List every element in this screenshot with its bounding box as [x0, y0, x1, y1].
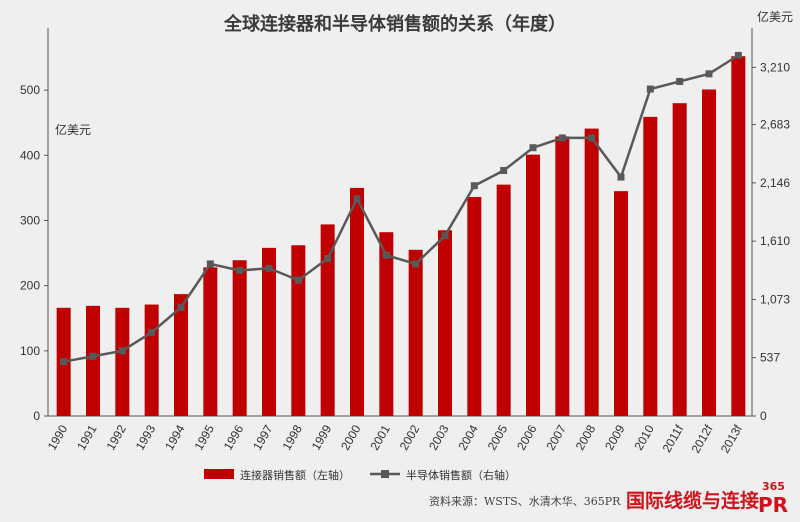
point-semiconductor-1990: [60, 358, 68, 366]
x-tick-label: 2004: [455, 422, 481, 452]
bar-connector-1995: [203, 267, 218, 416]
left-tick-label: 400: [20, 148, 40, 162]
right-tick-label: 2,146: [760, 176, 790, 190]
x-tick-label: 1998: [279, 422, 305, 452]
x-tick-label: 2008: [573, 422, 599, 452]
bar-connector-2008: [584, 128, 599, 416]
point-semiconductor-1995: [206, 260, 214, 268]
point-semiconductor-1992: [118, 347, 126, 355]
legend-swatch-connector: [204, 469, 234, 479]
left-tick-label: 500: [20, 83, 40, 97]
right-tick-label: 1,073: [760, 292, 790, 306]
point-semiconductor-2003: [441, 232, 449, 240]
legend-label-semiconductor: 半导体销售额（右轴）: [406, 468, 516, 482]
left-tick-label: 100: [20, 344, 40, 358]
logo-text: 国际线缆与连接: [626, 489, 759, 512]
point-semiconductor-2004: [470, 182, 478, 190]
bar-connector-2009: [614, 191, 628, 416]
point-semiconductor-2007: [558, 134, 566, 142]
point-semiconductor-1991: [89, 352, 97, 360]
x-tick-label: 2012f: [688, 422, 715, 456]
point-semiconductor-2013f: [734, 51, 742, 59]
point-semiconductor-2009: [617, 173, 625, 181]
x-tick-label: 2010: [631, 422, 657, 452]
right-tick-label: 2,683: [760, 118, 790, 132]
bar-connector-1999: [320, 224, 335, 416]
x-tick-label: 2013f: [718, 422, 745, 456]
x-tick-label: 1999: [309, 422, 335, 452]
x-tick-label: 1996: [221, 422, 247, 452]
right-axis-unit: 亿美元: [757, 9, 793, 24]
point-semiconductor-2006: [529, 144, 537, 152]
x-tick-label: 1993: [133, 422, 159, 452]
x-tick-label: 1990: [45, 422, 71, 452]
bar-connector-2007: [555, 136, 570, 416]
x-tick-label: 2002: [397, 422, 423, 452]
point-semiconductor-2001: [382, 251, 390, 259]
right-tick-label: 537: [760, 351, 780, 365]
point-semiconductor-1998: [294, 276, 302, 284]
x-tick-label: 2000: [338, 422, 364, 452]
x-tick-label: 1995: [191, 422, 217, 452]
x-tick-label: 2007: [543, 422, 569, 452]
left-tick-label: 300: [20, 213, 40, 227]
bar-connector-2001: [379, 232, 394, 416]
bar-connector-1992: [115, 307, 130, 416]
bar-connector-1998: [291, 245, 306, 416]
point-semiconductor-2002: [412, 260, 420, 268]
bar-connector-2012f: [702, 89, 716, 416]
legend-label-connector: 连接器销售额（左轴）: [240, 468, 350, 482]
point-semiconductor-1994: [177, 303, 185, 311]
bar-connector-2005: [496, 184, 511, 416]
semiconductor-line: [63, 54, 739, 363]
x-tick-label: 2011f: [660, 422, 687, 455]
x-tick-label: 2001: [367, 422, 393, 452]
left-tick-label: 200: [20, 279, 40, 293]
bar-connector-2013f: [731, 56, 746, 416]
point-semiconductor-1997: [265, 264, 273, 272]
x-tick-label: 1991: [74, 422, 100, 452]
x-tick-label: 2005: [485, 422, 511, 452]
x-tick-label: 2009: [602, 422, 628, 452]
bar-connector-1997: [262, 247, 276, 416]
bar-connector-1991: [86, 305, 100, 416]
bar-connector-2010: [643, 116, 658, 417]
point-semiconductor-1996: [236, 266, 244, 274]
bar-connector-2003: [438, 230, 452, 416]
point-semiconductor-1993: [148, 328, 156, 336]
right-tick-label: 1,610: [760, 234, 790, 248]
chart-legend: 连接器销售额（左轴） 半导体销售额（右轴）: [204, 468, 516, 482]
logo-number: 365: [762, 480, 785, 493]
bar-connector-2002: [408, 249, 423, 416]
point-semiconductor-1999: [324, 255, 332, 262]
point-semiconductor-2011f: [676, 77, 684, 85]
chart-title: 全球连接器和半导体销售额的关系（年度）: [223, 13, 566, 35]
source-note: 资料来源：WSTS、水清木华、365PR: [429, 494, 621, 508]
point-semiconductor-2000: [353, 195, 361, 203]
x-tick-label: 2003: [426, 422, 452, 452]
x-tick-label: 2006: [514, 422, 540, 452]
x-tick-label: 1994: [162, 422, 188, 452]
bar-connector-1994: [174, 294, 188, 416]
bar-connector-1993: [144, 304, 159, 416]
x-tick-label: 1992: [103, 422, 129, 452]
brand-logo: 国际线缆与连接 365 PR: [626, 480, 788, 517]
left-tick-label: 0: [33, 409, 40, 423]
point-semiconductor-2005: [500, 167, 508, 175]
point-semiconductor-2012f: [705, 70, 713, 78]
x-tick-label: 1997: [250, 422, 276, 452]
right-tick-label: 0: [760, 409, 767, 423]
left-axis-unit: 亿美元: [55, 122, 91, 137]
logo-pr: PR: [758, 493, 788, 517]
right-tick-label: 3,210: [760, 60, 790, 74]
bar-connector-1996: [232, 260, 247, 416]
point-semiconductor-2008: [588, 134, 596, 142]
legend-swatch-semiconductor-marker: [381, 470, 389, 478]
bar-connector-2000: [350, 187, 364, 416]
bar-connector-2004: [467, 197, 482, 416]
point-semiconductor-2010: [646, 85, 654, 93]
bar-connector-2006: [526, 154, 540, 416]
bar-connector-2011f: [672, 103, 687, 416]
